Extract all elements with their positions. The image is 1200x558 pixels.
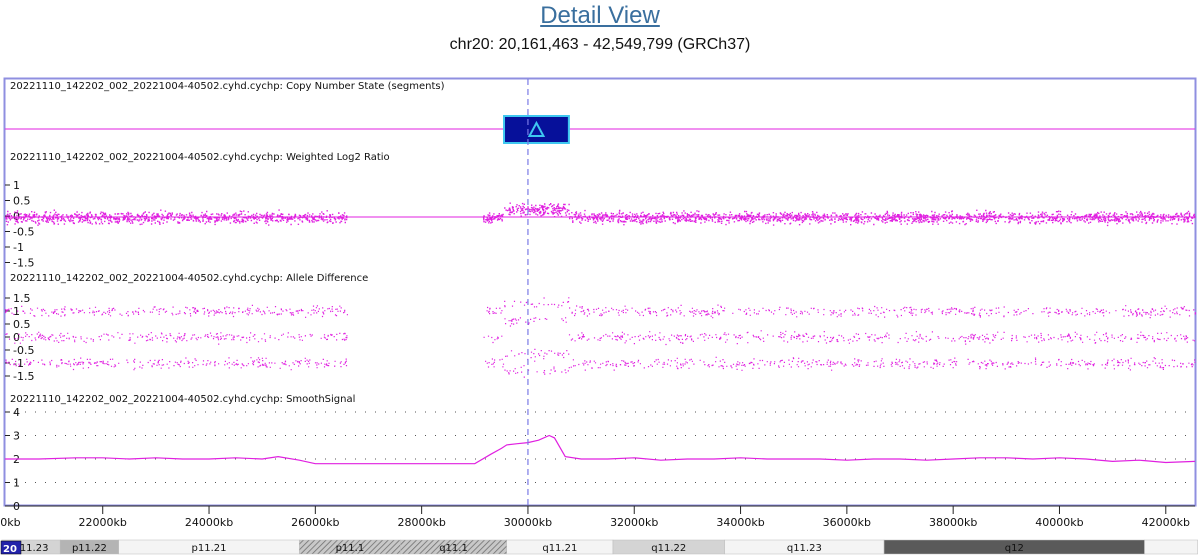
allele-axis-label: 0	[13, 331, 20, 344]
x-axis-tick-label: 30000kb	[504, 516, 552, 529]
band-end	[1144, 539, 1198, 555]
chromosome-ideogram[interactable]: p11.23 p11.22 p11.21 p11.1 q11.1 q11.21 q11.22…	[0, 539, 1200, 555]
allele-axis-label: 1	[13, 305, 20, 318]
smooth-axis-label: 3	[13, 430, 20, 443]
band-list: p11.23 p11.22 p11.21 p11.1 q11.1 q11.21 q11.22…	[1, 539, 1198, 555]
x-axis-tick-label: 28000kb	[397, 516, 445, 529]
log2-axis-label: -1.5	[13, 257, 34, 270]
track-panel-frame	[3, 77, 1197, 507]
band-label: p11.21	[192, 543, 227, 554]
x-axis-tick-label: 40000kb	[1035, 516, 1083, 529]
x-axis-tick-label: 34000kb	[716, 516, 764, 529]
allele-difference-track: 20221110_142202_002_20221004-40502.cyhd.…	[5, 273, 1196, 383]
band-label: q11.23	[787, 543, 822, 554]
chromosome-number: 20	[3, 544, 17, 555]
band-label: q11.22	[651, 543, 686, 554]
x-axis-tick-label: 32000kb	[610, 516, 658, 529]
band-label: p11.23	[13, 543, 48, 554]
segment-box[interactable]	[503, 115, 570, 144]
band-label: q11.1	[439, 543, 468, 554]
track-title-log2: 20221110_142202_002_20221004-40502.cyhd.…	[10, 152, 390, 163]
log2-ratio-track: 20221110_142202_002_20221004-40502.cyhd.…	[5, 152, 1196, 270]
x-axis-tick-label: 36000kb	[823, 516, 871, 529]
allele-axis-label: 0.5	[13, 318, 31, 331]
band-label: p11.22	[72, 543, 107, 554]
track-title-smooth: 20221110_142202_002_20221004-40502.cyhd.…	[10, 394, 355, 405]
x-axis-tick-label: 22000kb	[79, 516, 127, 529]
log2-points	[5, 202, 1196, 227]
region-coordinates: chr20: 20,161,463 - 42,549,799 (GRCh37)	[449, 36, 751, 53]
x-axis-tick-label: 20000kb	[0, 516, 21, 529]
detail-view-title[interactable]: Detail View	[540, 2, 660, 29]
allele-point-cloud	[5, 297, 1196, 378]
x-axis-tick-label: 42000kb	[1142, 516, 1190, 529]
band-label: q12	[1005, 543, 1024, 554]
smooth-signal-line	[5, 434, 1196, 465]
allele-points	[5, 297, 1196, 378]
smooth-axis-label: 4	[13, 406, 20, 419]
cn-gain-segment[interactable]	[503, 115, 570, 144]
band-label: q11.21	[542, 543, 577, 554]
allele-axis-label: -0.5	[13, 344, 34, 357]
log2-axis-label: 0.5	[13, 195, 31, 208]
triangle-up-icon	[527, 120, 546, 137]
allele-axis: 1.510.50-0.5-1-1.5	[5, 292, 34, 383]
x-axis-tick-label: 24000kb	[185, 516, 233, 529]
allele-axis-label: -1.5	[13, 370, 34, 383]
track-title-ad: 20221110_142202_002_20221004-40502.cyhd.…	[10, 273, 368, 284]
allele-axis-label: 1.5	[13, 292, 31, 305]
genomic-position-axis: 20000kb 22000kb 24000kb 26000kb 28000kb 30000…	[0, 505, 1195, 529]
allele-axis-label: -1	[13, 357, 24, 370]
track-title-cn: 20221110_142202_002_20221004-40502.cyhd.…	[10, 81, 445, 92]
log2-axis-label: -1	[13, 241, 24, 254]
x-axis-tick-label: 38000kb	[929, 516, 977, 529]
chromosome-badge	[0, 540, 22, 555]
band-label: p11.1	[336, 543, 365, 554]
copy-number-track: 20221110_142202_002_20221004-40502.cyhd.…	[5, 81, 1195, 144]
x-axis-tick-label: 26000kb	[291, 516, 339, 529]
log2-axis-label: 1	[13, 179, 20, 192]
log2-axis-label: -0.5	[13, 226, 34, 239]
smooth-axis-label: 1	[13, 477, 20, 490]
log2-point-cloud	[5, 202, 1196, 227]
